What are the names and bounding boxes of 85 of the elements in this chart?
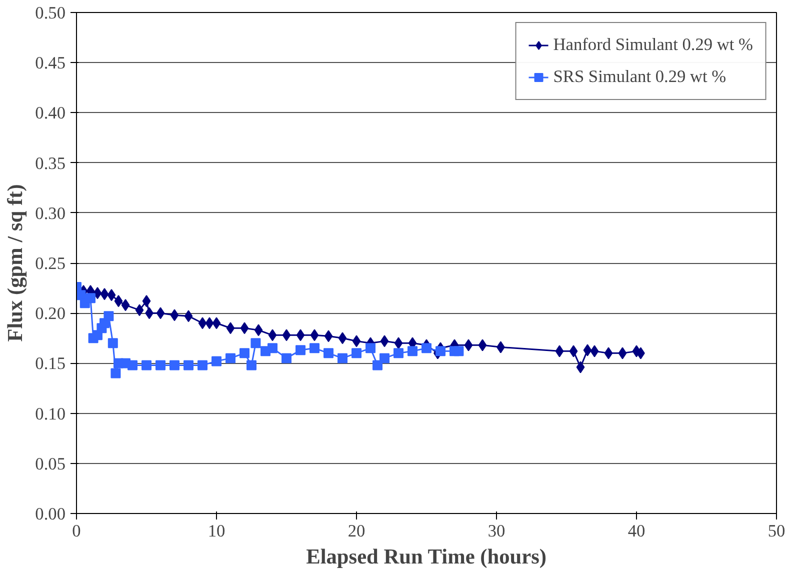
point xyxy=(324,330,333,342)
point xyxy=(226,353,236,364)
point xyxy=(121,299,130,312)
point xyxy=(296,329,305,342)
point xyxy=(380,335,389,348)
point xyxy=(478,339,487,352)
y-axis-title: Flux (gpm / sq ft) xyxy=(3,184,28,342)
point xyxy=(569,345,578,358)
legend-label: Hanford Simulant 0.29 wt % xyxy=(553,35,753,55)
point xyxy=(310,343,320,354)
point xyxy=(212,317,221,330)
point xyxy=(156,307,165,320)
point xyxy=(282,353,292,364)
point xyxy=(108,338,118,348)
point xyxy=(555,345,564,358)
x-tick-label: 20 xyxy=(348,522,366,540)
point xyxy=(604,347,613,360)
point xyxy=(170,360,180,370)
point xyxy=(212,356,222,366)
point xyxy=(250,338,261,348)
point xyxy=(338,353,348,364)
point xyxy=(198,360,208,370)
x-axis-title: Elapsed Run Time (hours) xyxy=(306,544,547,568)
point xyxy=(282,329,291,342)
point xyxy=(583,344,592,356)
point xyxy=(436,346,446,356)
point xyxy=(464,339,473,352)
point xyxy=(198,317,207,330)
point xyxy=(226,322,235,334)
point xyxy=(310,329,319,342)
point xyxy=(246,360,256,370)
point xyxy=(268,329,277,342)
point xyxy=(142,360,152,370)
y-tick-label: 0.00 xyxy=(35,504,66,524)
point xyxy=(324,348,334,358)
point xyxy=(170,309,179,322)
y-tick-label: 0.15 xyxy=(35,354,66,374)
point xyxy=(104,311,114,322)
point xyxy=(93,287,102,300)
point xyxy=(86,293,96,304)
point xyxy=(352,348,362,358)
point xyxy=(240,348,250,358)
point xyxy=(454,346,464,356)
point xyxy=(107,289,116,302)
y-tick-label: 0.20 xyxy=(35,304,66,324)
point xyxy=(110,368,121,378)
point xyxy=(184,360,194,370)
point xyxy=(240,322,249,334)
x-tick-label: 0 xyxy=(72,522,81,540)
point xyxy=(338,332,347,344)
y-tick-label: 0.25 xyxy=(35,254,66,273)
y-tick-label: 0.35 xyxy=(35,154,66,173)
point xyxy=(254,324,263,336)
y-tick-label: 0.45 xyxy=(35,54,66,73)
point xyxy=(296,345,306,356)
legend-label: SRS Simulant 0.29 wt % xyxy=(553,67,726,87)
x-tick-label: 40 xyxy=(628,522,646,540)
point xyxy=(394,337,403,350)
point xyxy=(372,360,382,370)
point xyxy=(128,360,138,370)
point xyxy=(114,295,123,308)
point xyxy=(352,335,361,348)
x-tick-label: 50 xyxy=(768,522,786,540)
point xyxy=(268,343,278,354)
point xyxy=(408,346,418,356)
point xyxy=(135,304,144,316)
y-tick-label: 0.30 xyxy=(35,204,66,223)
point xyxy=(366,343,376,354)
point xyxy=(576,361,585,374)
point xyxy=(422,343,432,354)
point xyxy=(394,348,404,358)
x-tick-label: 30 xyxy=(488,522,506,540)
x-tick-label: 10 xyxy=(208,522,226,540)
point xyxy=(100,288,109,300)
y-tick-label: 0.40 xyxy=(35,104,66,123)
y-tick-label: 0.10 xyxy=(35,404,66,424)
point xyxy=(156,360,166,370)
point xyxy=(184,310,193,322)
point xyxy=(205,317,214,330)
point xyxy=(590,345,599,358)
y-tick-label: 0.50 xyxy=(35,4,66,22)
point xyxy=(380,353,390,364)
point xyxy=(618,347,627,360)
point xyxy=(142,295,151,308)
y-tick-label: 0.05 xyxy=(35,454,66,474)
